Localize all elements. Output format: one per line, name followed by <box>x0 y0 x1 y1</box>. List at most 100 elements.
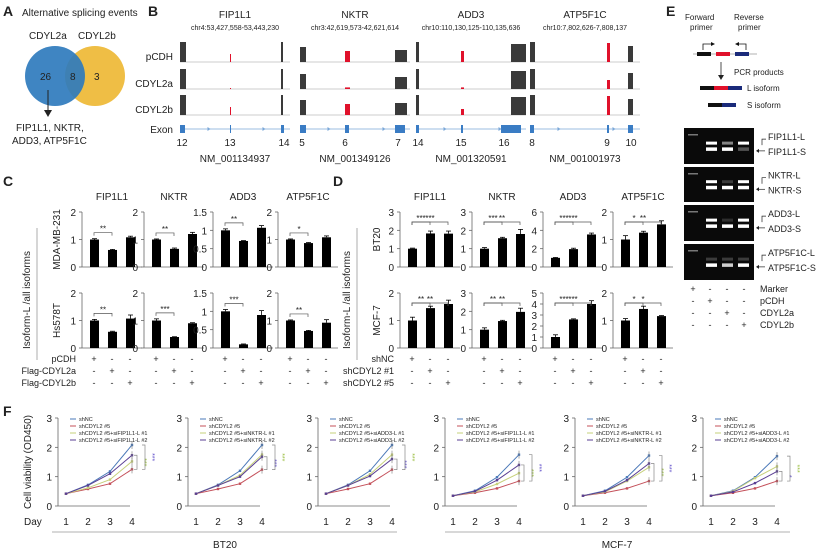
series-line <box>710 465 778 497</box>
significance-label: ** <box>100 225 106 234</box>
bar <box>257 315 266 348</box>
y-tick-label: 0 <box>433 502 439 513</box>
lane-label: Marker <box>760 284 788 294</box>
bar <box>587 304 596 348</box>
condition-sign: - <box>155 378 158 388</box>
condition-sign: - <box>325 354 328 364</box>
significance-bracket <box>483 302 521 306</box>
exon-number: 14 <box>278 138 290 149</box>
arrowhead-left-icon <box>756 148 759 153</box>
gel-band-long <box>738 141 749 145</box>
significance-label: * <box>641 295 644 304</box>
bar <box>444 304 453 348</box>
legend-entry: shCDYL2 #5+siADD3-L #1 <box>339 431 404 437</box>
x-axis-label: Day <box>24 517 42 528</box>
exon-block <box>395 125 405 133</box>
significance-bracket <box>224 303 244 307</box>
y-tick-label: 4 <box>531 300 537 311</box>
gel-label-long: NKTR-L <box>768 171 801 181</box>
data-point <box>451 494 455 497</box>
exon-block <box>530 125 534 133</box>
legend-entry: shCDYL2 #5+siNKTR-L #2 <box>596 438 662 444</box>
y-tick-label: 1 <box>176 473 182 484</box>
x-tick-label: 2 <box>602 517 608 528</box>
condition-sign: - <box>411 366 414 376</box>
data-point <box>625 476 629 479</box>
significance-bracket <box>787 455 791 482</box>
y-tick-label: 1 <box>691 473 697 484</box>
x-tick-label: 3 <box>752 517 758 528</box>
y-tick-label: 2 <box>531 322 537 333</box>
condition-sign: - <box>554 378 557 388</box>
significance-bracket <box>134 454 138 470</box>
significance-label: *** <box>278 453 285 461</box>
condition-sign: - <box>242 354 245 364</box>
significance-label: ** <box>418 295 424 304</box>
rt-pcr-panel: Forward primer Reverse primer PCR produc… <box>684 13 816 330</box>
forward-primer-arrow-icon <box>702 43 712 50</box>
condition-sign: + <box>409 354 414 364</box>
gel-label-short: ATP5F1C-S <box>768 263 816 273</box>
panel-label-e: E <box>666 3 675 19</box>
bar <box>221 311 230 348</box>
y-tick-label: 2 <box>266 208 272 219</box>
x-tick-label: 1 <box>450 517 456 528</box>
coverage-block <box>180 42 186 62</box>
series-line <box>65 468 133 495</box>
condition-sign: - <box>624 366 627 376</box>
condition-label: Flag-CDYL2a <box>21 366 76 376</box>
coverage-block <box>530 69 535 89</box>
venn-right-count: 3 <box>94 72 100 83</box>
condition-sign: - <box>111 378 114 388</box>
data-point <box>194 492 198 495</box>
gene-title: FIP1L1 <box>414 192 447 203</box>
group-label: BT20 <box>213 540 237 551</box>
condition-sign: - <box>93 378 96 388</box>
bar <box>569 319 578 348</box>
bar <box>639 232 648 267</box>
gene-title-fip1l1: FIP1L1 <box>219 10 252 21</box>
coverage-tracks: pCDH CDYL2a CDYL2b Exon FIP1L1 chr4:53,42… <box>135 10 640 165</box>
significance-label: * <box>297 225 300 234</box>
gel-band-short <box>722 263 733 267</box>
x-tick-label: 2 <box>215 517 221 528</box>
y-tick-label: 3 <box>388 208 394 219</box>
y-tick-label: 0 <box>306 502 312 513</box>
y-tick-label: 2 <box>266 289 272 300</box>
bar <box>257 227 266 267</box>
gel-band-long <box>706 180 717 184</box>
data-point <box>753 481 757 485</box>
y-tick-label: 0 <box>132 344 138 355</box>
lane-sign: - <box>709 308 712 318</box>
arrowhead-left-icon <box>756 264 759 269</box>
bar <box>587 234 596 267</box>
gene-title-atp5f1c: ATP5F1C <box>563 10 606 21</box>
legend-entry: shCDYL2 #5+siNKTR-L #1 <box>209 431 275 437</box>
coverage-block <box>180 95 186 115</box>
x-tick-label: 3 <box>107 517 113 528</box>
significance-label: *** <box>140 458 147 466</box>
gel-band-long <box>738 180 749 184</box>
coverage-block <box>628 73 633 89</box>
bar <box>516 311 525 348</box>
significance-bracket <box>155 232 175 236</box>
significance-label: *** <box>160 305 169 314</box>
l-isoform-seg1 <box>700 86 714 90</box>
condition-sign: - <box>519 354 522 364</box>
track-label-pcdh: pCDH <box>146 52 173 63</box>
y-axis-label: Isoform-L /all isoforms <box>342 251 353 349</box>
significance-bracket <box>624 221 662 225</box>
significance-label: *** <box>229 296 238 305</box>
data-point <box>368 469 372 472</box>
series-line <box>325 469 393 495</box>
bar <box>286 320 295 348</box>
gel-image <box>684 244 754 280</box>
data-point <box>238 469 242 472</box>
bar <box>126 318 135 348</box>
row-label: BT20 <box>372 227 383 251</box>
data-point <box>108 472 112 475</box>
y-tick-label: 1 <box>460 326 466 337</box>
y-tick-label: 1.5 <box>193 208 207 219</box>
lane-sign: - <box>709 320 712 330</box>
